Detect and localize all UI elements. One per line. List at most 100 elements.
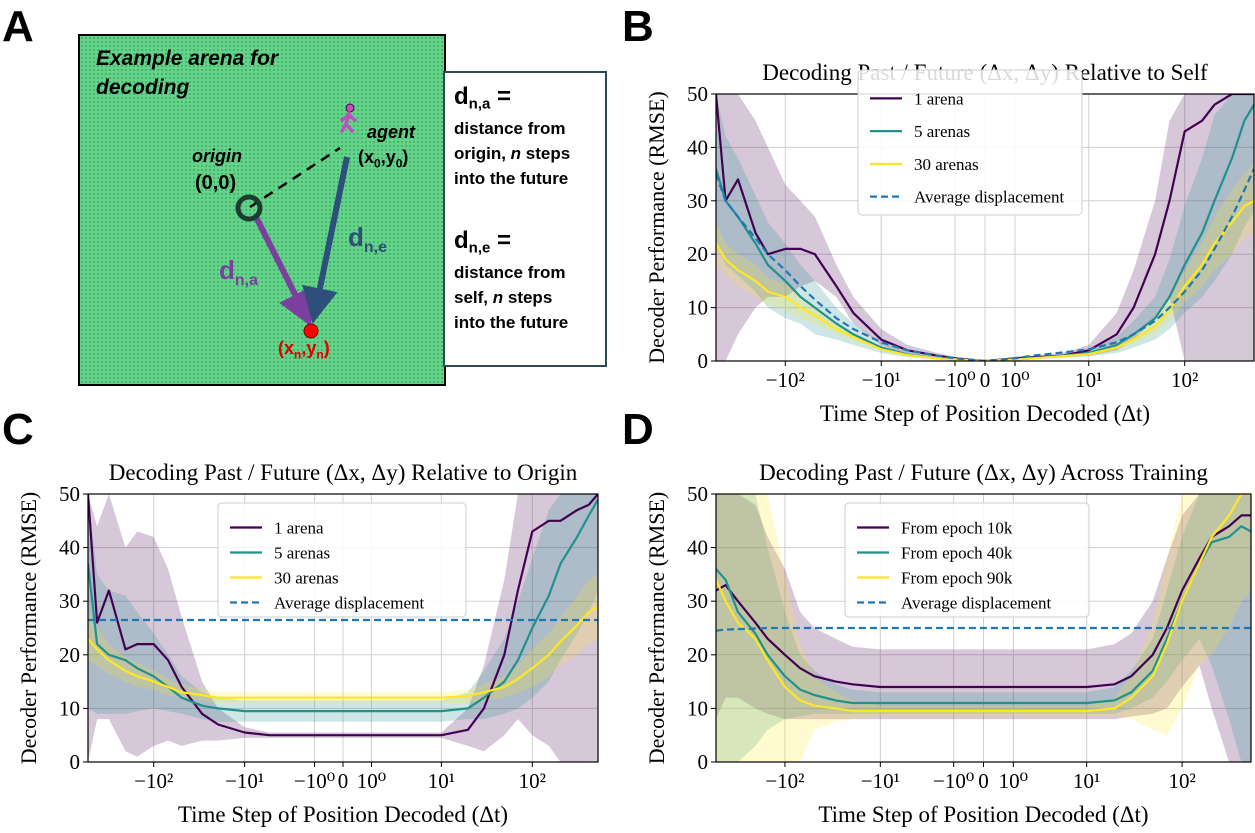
x-axis-label: Time Step of Position Decoded (Δt) <box>820 401 1150 426</box>
x-tick-label: −10¹ <box>225 769 264 793</box>
legend-label: From epoch 10k <box>901 519 1013 538</box>
arena-diagram <box>235 103 357 339</box>
x-tick-label: 10² <box>1171 368 1198 392</box>
origin-ring <box>235 194 263 222</box>
x-tick-label: 10⁰ <box>999 769 1028 793</box>
legend-label: 30 arenas <box>274 569 339 588</box>
target-coord: (xn,yn) <box>278 338 330 362</box>
d-ne-arrow <box>302 156 350 324</box>
series-line-from-epoch-10k <box>716 514 1251 689</box>
series-line-5-arenas <box>716 104 1254 361</box>
panel-letter-b: B <box>622 2 654 51</box>
y-tick-label: 0 <box>698 349 709 373</box>
arena-title: Example arena for decoding <box>96 47 279 99</box>
band-1-arena <box>716 94 1254 361</box>
legend-label: 30 arenas <box>914 155 979 174</box>
y-tick-label: 30 <box>59 589 80 613</box>
y-tick-label: 20 <box>687 643 708 667</box>
legend-label: 5 arenas <box>914 122 970 141</box>
legend: From epoch 10k From epoch 40k From epoch 9… <box>844 502 1090 618</box>
band-from-epoch-10k <box>716 494 1251 762</box>
y-tick-label: 10 <box>59 696 80 720</box>
y-tick-label: 0 <box>70 750 81 774</box>
d-na-label: dn,a <box>219 255 259 290</box>
x-tick-label: 10² <box>1168 769 1195 793</box>
y-tick-label: 50 <box>687 482 708 506</box>
plot-area <box>716 494 1251 762</box>
x-tick-label: −10² <box>765 769 804 793</box>
band-5-arenas <box>88 494 598 722</box>
legend-label: 1 arena <box>914 89 964 108</box>
series-line-average-displacement <box>716 168 1254 361</box>
legend-box <box>844 502 1090 618</box>
x-tick-label: −10² <box>766 368 805 392</box>
legend: 1 arena 5 arenas 30 arenas Average displace… <box>857 69 1083 216</box>
x-axis-label: Time Step of Position Decoded (Δt) <box>818 802 1148 827</box>
legend-label: From epoch 40k <box>901 544 1013 563</box>
series-line-average-displacement <box>716 626 1251 632</box>
origin-label: origin <box>192 146 242 166</box>
y-tick-label: 50 <box>687 82 708 106</box>
series-line-5-arenas <box>88 498 598 713</box>
series-line-30-arenas <box>88 605 598 699</box>
definition-d-ne: dn,e = distance from self, n steps into … <box>454 227 569 333</box>
y-tick-label: 40 <box>687 135 708 159</box>
y-tick-label: 40 <box>59 536 80 560</box>
x-tick-label: 10² <box>519 769 546 793</box>
plot-area <box>716 94 1254 361</box>
y-axis-label: Decoder Performance (RMSE) <box>16 492 41 764</box>
y-tick-label: 0 <box>698 750 709 774</box>
x-tick-label: 0 <box>980 368 991 392</box>
x-tick-label: 10¹ <box>1075 368 1102 392</box>
y-tick-label: 30 <box>687 189 708 213</box>
y-tick-label: 10 <box>687 296 708 320</box>
x-tick-label: −10⁰ <box>933 769 974 793</box>
x-tick-label: −10¹ <box>861 769 900 793</box>
origin-agent-dashed-line <box>249 146 341 209</box>
legend-label: 5 arenas <box>274 544 330 563</box>
series-line-1-arena <box>716 94 1254 361</box>
definition-box <box>443 71 607 367</box>
agent-coord: (x0,y0) <box>358 147 409 171</box>
band-from-epoch-90k <box>716 494 1251 762</box>
legend-box <box>857 69 1083 216</box>
x-tick-label: 10⁰ <box>357 769 386 793</box>
legend: 1 arena 5 arenas 30 arenas Average displace… <box>217 502 467 618</box>
legend-box <box>217 502 467 618</box>
agent-label: agent <box>367 122 416 142</box>
chart-title: Decoding Past / Future (Δx, Δy) Relative… <box>109 460 578 485</box>
target-point <box>303 323 319 339</box>
agent-icon <box>340 103 357 133</box>
panel-letter-c: C <box>2 405 34 454</box>
legend-label: From epoch 90k <box>901 569 1013 588</box>
y-tick-label: 10 <box>687 696 708 720</box>
y-axis-label: Decoder Performance (RMSE) <box>644 91 669 363</box>
x-tick-label: −10¹ <box>862 368 901 392</box>
x-tick-label: 10⁰ <box>1000 368 1029 392</box>
legend-label: 1 arena <box>274 519 324 538</box>
legend-label: Average displacement <box>901 594 1052 613</box>
y-tick-label: 30 <box>687 589 708 613</box>
y-tick-label: 20 <box>687 242 708 266</box>
x-tick-label: −10⁰ <box>934 368 975 392</box>
panel-letter-d: D <box>622 405 654 454</box>
x-tick-label: 0 <box>978 769 989 793</box>
y-tick-label: 40 <box>687 536 708 560</box>
panel-letter-a: A <box>2 2 34 51</box>
chart-title: Decoding Past / Future (Δx, Δy) Across T… <box>759 460 1208 485</box>
series-line-30-arenas <box>716 199 1254 361</box>
y-tick-label: 20 <box>59 643 80 667</box>
x-tick-label: 0 <box>338 769 349 793</box>
x-tick-label: 10¹ <box>428 769 455 793</box>
definition-d-na: dn,a = distance from origin, n steps int… <box>454 83 571 189</box>
x-tick-label: −10² <box>134 769 173 793</box>
x-tick-label: −10⁰ <box>294 769 335 793</box>
d-ne-label: dn,e <box>348 222 388 257</box>
band-from-epoch-40k <box>716 494 1251 762</box>
x-tick-label: 10¹ <box>1073 769 1100 793</box>
plot-area <box>88 494 598 762</box>
origin-coord: (0,0) <box>195 172 237 194</box>
